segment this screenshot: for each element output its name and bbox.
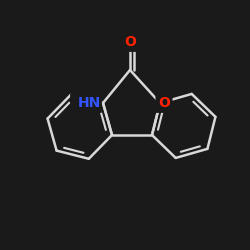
Text: O: O: [158, 96, 170, 110]
Text: O: O: [124, 35, 136, 49]
Text: HN: HN: [71, 94, 101, 112]
Text: HN: HN: [78, 96, 101, 110]
Text: O: O: [122, 33, 138, 51]
Text: O: O: [156, 94, 172, 112]
